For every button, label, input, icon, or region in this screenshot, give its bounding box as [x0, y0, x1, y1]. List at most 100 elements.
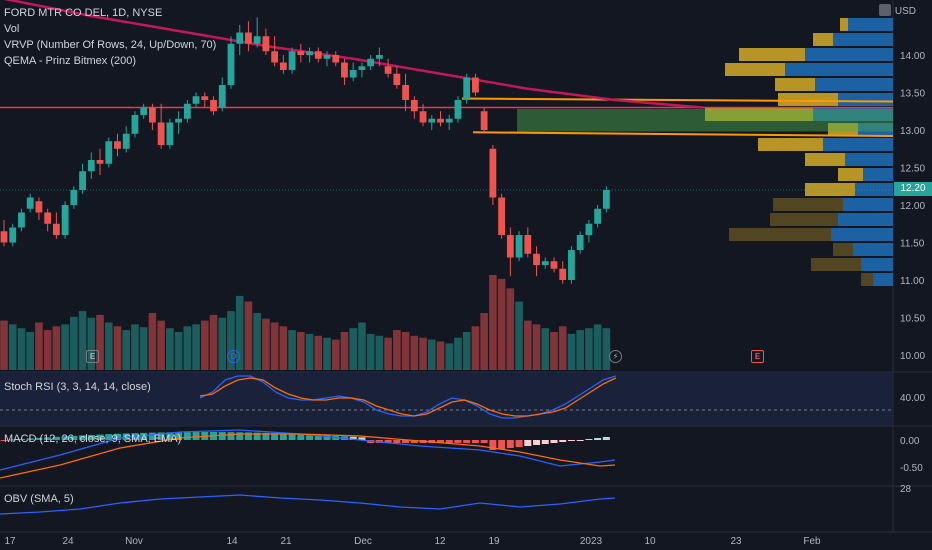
- macd-histogram-bar: [480, 440, 488, 443]
- earnings-marker[interactable]: E: [86, 350, 99, 363]
- candle: [410, 96, 418, 119]
- candle: [166, 118, 174, 149]
- volume-bar: [410, 335, 419, 370]
- candle: [9, 223, 17, 247]
- macd-histogram-bar: [271, 433, 279, 440]
- macd-histogram-bar: [52, 436, 60, 440]
- candle: [367, 55, 375, 70]
- candle-body: [52, 223, 60, 235]
- volume-bar: [436, 341, 445, 370]
- macd-histogram-bar: [148, 432, 156, 440]
- macd-histogram-bar: [166, 432, 174, 440]
- price-tick: 10.00: [900, 351, 925, 362]
- volume-bar: [314, 335, 323, 370]
- candle: [52, 212, 60, 239]
- macd-histogram-bar: [550, 440, 558, 443]
- vrvp-legend[interactable]: VRVP (Number Of Rows, 24, Up/Down, 70): [4, 39, 217, 51]
- volume-bar: [366, 333, 375, 370]
- macd-histogram-bar: [306, 434, 314, 440]
- candle-body: [245, 32, 252, 44]
- candle: [227, 36, 235, 89]
- time-tick: Nov: [125, 536, 143, 547]
- macd-histogram-bar: [463, 440, 471, 443]
- vrvp-up-bar: [853, 243, 893, 256]
- macd-histogram-bar: [524, 440, 532, 446]
- macd-histogram-bar: [253, 432, 261, 440]
- macd-histogram-bar: [244, 432, 252, 440]
- macd-legend[interactable]: MACD (12, 26, close, 9, SMA, EMA): [4, 433, 182, 445]
- macd-histogram-bar: [402, 440, 410, 443]
- volume-bar: [305, 333, 314, 370]
- macd-histogram-bar: [393, 440, 401, 443]
- volume-bar: [104, 322, 113, 370]
- volume-bar: [70, 316, 78, 370]
- vrvp-up-bar: [813, 108, 893, 121]
- volume-bar: [358, 322, 366, 370]
- time-tick: Feb: [803, 536, 821, 547]
- volume-bar: [218, 317, 227, 370]
- vrvp-up-bar: [805, 48, 893, 61]
- volume-bar: [113, 326, 122, 370]
- vrvp-down-bar: [813, 33, 833, 46]
- candle-body: [166, 122, 174, 145]
- candle: [437, 111, 444, 127]
- volume-bar: [349, 328, 357, 370]
- candle-body: [140, 107, 148, 115]
- candle-body: [105, 141, 113, 164]
- macd-histogram-bar: [454, 440, 462, 443]
- candle: [550, 257, 558, 273]
- candle: [349, 62, 357, 82]
- volume-bar: [183, 326, 192, 370]
- vrvp-up-bar: [838, 93, 893, 106]
- macd-histogram-bar: [541, 440, 549, 444]
- price-tick: 13.00: [900, 126, 925, 137]
- macd-histogram-bar: [602, 437, 610, 440]
- candle-body: [262, 36, 270, 52]
- vrvp-up-bar: [848, 18, 893, 31]
- candle: [568, 246, 575, 284]
- candle: [594, 205, 602, 228]
- price-tick: 13.50: [900, 89, 925, 100]
- candle: [157, 103, 165, 149]
- volume-bar: [471, 326, 480, 370]
- vrvp-up-bar: [785, 63, 893, 76]
- earnings-marker-upcoming[interactable]: E: [751, 350, 764, 363]
- macd-histogram-bar: [26, 438, 34, 440]
- vrvp-down-bar: [775, 78, 815, 91]
- candle: [602, 186, 610, 213]
- volume-bar: [427, 339, 436, 370]
- vrvp-down-bar: [838, 168, 863, 181]
- dividend-marker[interactable]: D: [227, 350, 240, 363]
- volume-bar: [253, 313, 261, 370]
- candle: [419, 103, 427, 127]
- vrvp-down-bar: [861, 273, 873, 286]
- time-tick: 21: [280, 536, 292, 547]
- candle-body: [506, 235, 514, 258]
- vol-legend[interactable]: Vol: [4, 23, 20, 35]
- volume-bar: [558, 326, 567, 370]
- candle: [445, 115, 453, 130]
- macd-histogram-bar: [227, 432, 235, 440]
- macd-histogram-bar: [105, 434, 113, 440]
- candle-body: [498, 197, 506, 235]
- candle: [576, 231, 584, 254]
- stoch-legend[interactable]: Stoch RSI (3, 3, 14, 14, close): [4, 381, 151, 393]
- scale-settings-icon[interactable]: [879, 4, 891, 16]
- macd-histogram-bar: [594, 438, 602, 440]
- volume-bar: [489, 275, 497, 370]
- candle-body: [0, 231, 8, 243]
- candle: [122, 126, 130, 153]
- vrvp-down-bar: [773, 198, 843, 211]
- volume-bar: [200, 320, 209, 370]
- obv-legend[interactable]: OBV (SMA, 5): [4, 493, 74, 505]
- candle-body: [9, 227, 17, 243]
- candle-body: [314, 51, 322, 59]
- candle: [463, 73, 471, 104]
- qema-legend[interactable]: QEMA - Prinz Bitmex (200): [4, 55, 137, 67]
- candle: [245, 21, 252, 52]
- flash-marker[interactable]: ⚡: [609, 350, 622, 363]
- candle: [236, 25, 244, 55]
- macd-histogram-bar: [437, 440, 444, 443]
- candle: [341, 58, 348, 85]
